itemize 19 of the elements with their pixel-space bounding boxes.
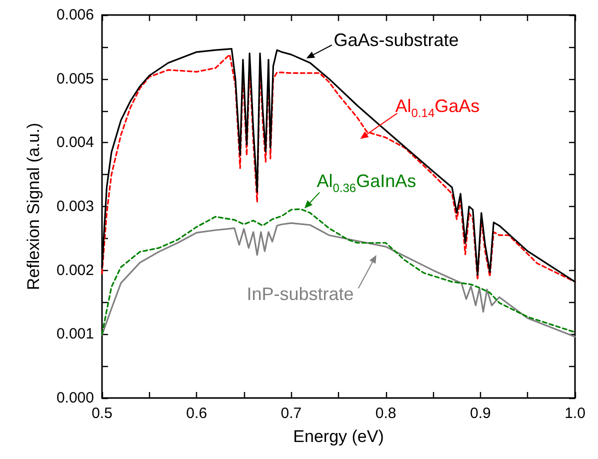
x-tick-label: 0.9 bbox=[470, 405, 491, 422]
y-axis-title: Reflexion Signal (a.u.) bbox=[24, 122, 43, 290]
y-tick-label: 0.004 bbox=[56, 134, 94, 152]
legend-label: GaAs-substrate bbox=[334, 30, 459, 50]
x-tick-label: 0.5 bbox=[92, 405, 112, 422]
x-axis-title: Energy (eV) bbox=[293, 427, 384, 446]
x-tick-label: 0.8 bbox=[375, 405, 396, 422]
y-tick-label: 0.005 bbox=[56, 70, 94, 88]
series-label: Al$_{0.14}$GaAs bbox=[395, 96, 480, 120]
y-tick-label: 0.000 bbox=[56, 390, 94, 406]
x-tick-label: 1.0 bbox=[564, 405, 586, 422]
y-tick-label: 0.006 bbox=[56, 6, 94, 24]
series-label: Al$_{0.36}$GaInAs bbox=[316, 171, 416, 195]
y-tick-label: 0.001 bbox=[56, 326, 94, 343]
x-tick-label: 0.7 bbox=[280, 405, 302, 422]
x-tick-label: 0.6 bbox=[186, 405, 208, 422]
legend-label: InP-substrate bbox=[246, 284, 354, 304]
y-tick-label: 0.002 bbox=[56, 262, 94, 279]
y-tick-label: 0.003 bbox=[56, 198, 94, 215]
